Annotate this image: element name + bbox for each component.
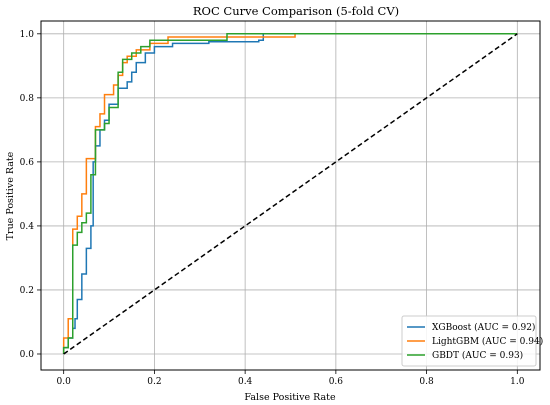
x-tick-label: 0.2 [147, 377, 161, 387]
y-tick-label: 1.0 [20, 30, 35, 40]
x-tick-label: 1.0 [510, 377, 525, 387]
legend: XGBoost (AUC = 0.92) LightGBM (AUC = 0.9… [401, 315, 543, 367]
y-tick-label: 0.0 [20, 350, 35, 360]
legend-box [401, 315, 537, 367]
x-tick-label: 0.8 [419, 377, 434, 387]
roc-curves [62, 33, 518, 355]
y-axis-ticks: 0.0 0.2 0.4 0.6 0.8 1.0 [20, 30, 41, 360]
y-axis-label: True Positive Rate [5, 151, 16, 240]
x-tick-label: 0.6 [329, 377, 344, 387]
roc-line-lightgbm [62, 33, 518, 354]
y-tick-label: 0.8 [20, 94, 35, 104]
x-axis-label: False Positive Rate [244, 392, 336, 403]
legend-label-lightgbm: LightGBM (AUC = 0.94) [432, 336, 543, 347]
x-tick-label: 0.0 [57, 377, 72, 387]
grid-lines [41, 21, 540, 370]
x-tick-label: 0.4 [238, 377, 253, 387]
chart-title: ROC Curve Comparison (5-fold CV) [193, 4, 399, 18]
x-axis-ticks: 0.0 0.2 0.4 0.6 0.8 1.0 [57, 370, 525, 387]
y-tick-label: 0.2 [20, 286, 34, 296]
roc-line-xgboost [62, 33, 518, 354]
legend-label-xgboost: XGBoost (AUC = 0.92) [432, 322, 535, 333]
y-tick-label: 0.6 [20, 158, 35, 168]
plot-frame [40, 20, 541, 371]
chance-diagonal-line [63, 33, 518, 355]
y-tick-label: 0.4 [20, 222, 35, 232]
roc-line-gbdt [62, 33, 518, 354]
legend-label-gbdt: GBDT (AUC = 0.93) [432, 350, 523, 361]
